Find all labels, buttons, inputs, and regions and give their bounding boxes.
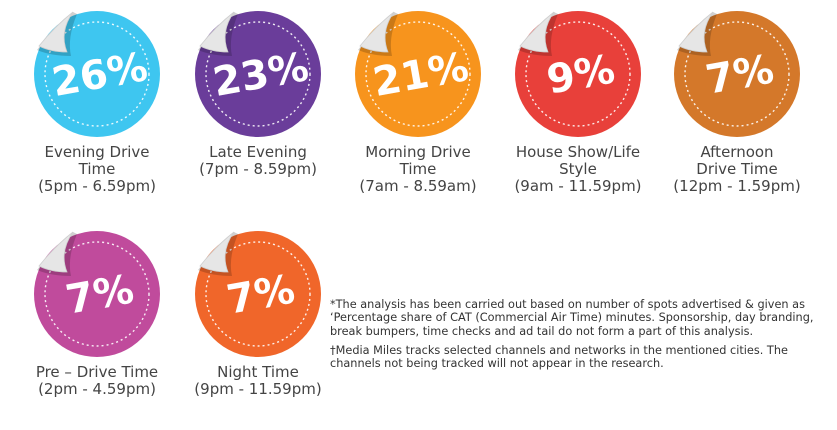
sticker-dashed-ring <box>205 241 311 347</box>
time-slot-label: Pre – Drive Time (2pm - 4.59pm) <box>22 364 172 398</box>
time-slot-label-line: Time <box>399 160 437 178</box>
sticker-item: 23% Late Evening (7pm - 8.59pm) <box>183 6 333 178</box>
time-slot-label-line: (2pm - 4.59pm) <box>38 380 156 398</box>
time-slot-label: Afternoon Drive Time (12pm - 1.59pm) <box>662 144 812 195</box>
time-slot-label-line: (9pm - 11.59pm) <box>194 380 322 398</box>
time-slot-label-line: (9am - 11.59pm) <box>514 177 642 195</box>
sticker-graphic: 23% <box>195 11 321 137</box>
sticker-disc <box>674 11 800 137</box>
sticker-disc <box>355 11 481 137</box>
sticker-graphic: 7% <box>674 11 800 137</box>
sticker-dashed-ring <box>205 21 311 127</box>
peel-corner <box>199 231 235 273</box>
footnotes: *The analysis has been carried out based… <box>330 298 830 376</box>
time-slot-label: House Show/Life Style (9am - 11.59pm) <box>503 144 653 195</box>
time-slot-label-line: (7am - 8.59am) <box>359 177 477 195</box>
time-slot-label-line: House Show/Life <box>515 143 641 161</box>
peel-corner <box>519 11 555 53</box>
sticker-graphic: 26% <box>34 11 160 137</box>
sticker-dashed-ring <box>365 21 471 127</box>
time-slot-label-line: Evening Drive <box>44 143 150 161</box>
peel-corner <box>199 11 235 53</box>
time-slot-label: Night Time (9pm - 11.59pm) <box>183 364 333 398</box>
sticker-item: 21% Morning Drive Time (7am - 8.59am) <box>343 6 493 195</box>
time-slot-label-line: Afternoon <box>700 143 774 161</box>
sticker-item: 26% Evening Drive Time (5pm - 6.59pm) <box>22 6 172 195</box>
sticker-dashed-ring <box>684 21 790 127</box>
tracking-note: †Media Miles tracks selected channels an… <box>330 343 788 371</box>
time-slot-label: Morning Drive Time (7am - 8.59am) <box>343 144 493 195</box>
time-slot-label-line: (5pm - 6.59pm) <box>38 177 156 195</box>
peel-corner <box>359 11 395 53</box>
time-slot-label-line: Drive Time <box>696 160 778 178</box>
time-slot-label: Late Evening (7pm - 8.59pm) <box>183 144 333 178</box>
sticker-dashed-ring <box>525 21 631 127</box>
sticker-disc <box>34 11 160 137</box>
sticker-graphic: 21% <box>355 11 481 137</box>
sticker-disc <box>515 11 641 137</box>
sticker-item: 7% Pre – Drive Time (2pm - 4.59pm) <box>22 226 172 398</box>
time-slot-label-line: Night Time <box>217 363 299 381</box>
sticker-graphic: 9% <box>515 11 641 137</box>
time-slot-label-line: (12pm - 1.59pm) <box>673 177 801 195</box>
analysis-note: *The analysis has been carried out based… <box>330 298 814 338</box>
time-slot-label-line: (7pm - 8.59pm) <box>199 160 317 178</box>
peel-corner <box>678 11 714 53</box>
sticker-disc <box>34 231 160 357</box>
time-slot-label-line: Style <box>559 160 597 178</box>
sticker-disc <box>195 231 321 357</box>
time-slot-label-line: Time <box>78 160 116 178</box>
sticker-item: 9% House Show/Life Style (9am - 11.59pm) <box>503 6 653 195</box>
sticker-dashed-ring <box>44 21 150 127</box>
time-slot-label: Evening Drive Time (5pm - 6.59pm) <box>22 144 172 195</box>
peel-corner <box>38 11 74 53</box>
time-slot-label-line: Morning Drive <box>365 143 471 161</box>
sticker-dashed-ring <box>44 241 150 347</box>
peel-corner <box>38 231 74 273</box>
sticker-graphic: 7% <box>195 231 321 357</box>
sticker-graphic: 7% <box>34 231 160 357</box>
sticker-item: 7% Night Time (9pm - 11.59pm) <box>183 226 333 398</box>
time-slot-label-line: Late Evening <box>209 143 307 161</box>
sticker-disc <box>195 11 321 137</box>
sticker-item: 7% Afternoon Drive Time (12pm - 1.59pm) <box>662 6 812 195</box>
time-slot-label-line: Pre – Drive Time <box>35 363 159 381</box>
